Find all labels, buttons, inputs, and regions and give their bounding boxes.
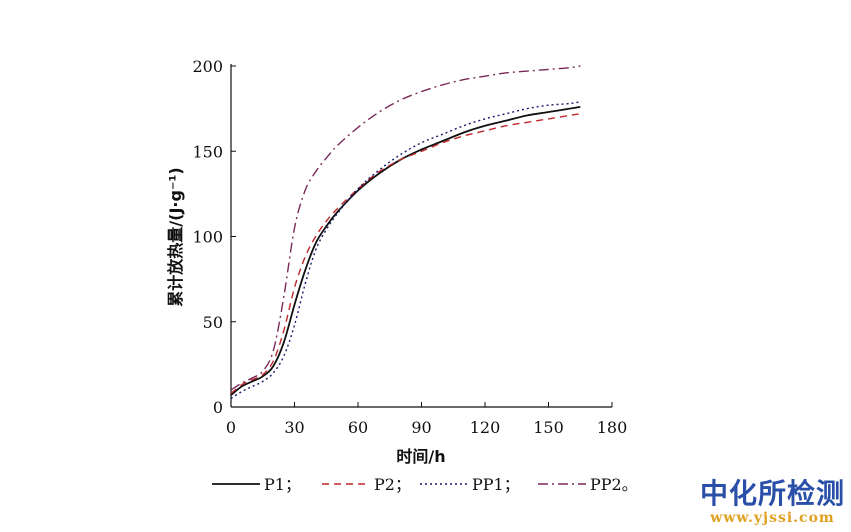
watermark-url: www.yjssi.com (710, 510, 835, 526)
y-tick-label: 200 (192, 57, 223, 76)
y-tick-label: 150 (192, 142, 223, 161)
x-tick-label: 180 (597, 418, 628, 437)
legend-label-p2: P2； (374, 475, 411, 494)
legend: P1； P2； PP1； PP2。 (212, 475, 638, 494)
x-tick-label: 0 (226, 418, 236, 437)
watermark: 中化所检测 www.yjssi.com (699, 477, 845, 527)
series-line-pp2 (230, 65, 581, 391)
legend-label-pp1: PP1； (472, 475, 520, 494)
x-tick-label: 30 (284, 418, 304, 437)
legend-label-p1: P1； (264, 475, 301, 494)
x-tick-label: 150 (533, 418, 564, 437)
series-line-p1 (230, 106, 581, 396)
x-tick-label: 60 (348, 418, 368, 437)
y-tick-label: 100 (192, 228, 223, 247)
x-tick-label: 90 (411, 418, 431, 437)
x-tick-label: 120 (470, 418, 501, 437)
ticks: 0 30 60 90 120 150 180 0 50 100 150 200 (192, 57, 627, 437)
watermark-name: 中化所检测 (699, 477, 845, 510)
series-lines (230, 65, 581, 400)
series-line-pp1 (230, 101, 581, 400)
y-tick-label: 50 (203, 313, 223, 332)
series-line-p2 (230, 113, 581, 394)
y-tick-label: 0 (213, 398, 223, 417)
y-axis-label: 累计放热量/(J·g⁻¹) (166, 167, 185, 306)
x-axis-label: 时间/h (396, 447, 445, 466)
legend-label-pp2: PP2。 (590, 475, 638, 494)
axes (230, 64, 612, 408)
